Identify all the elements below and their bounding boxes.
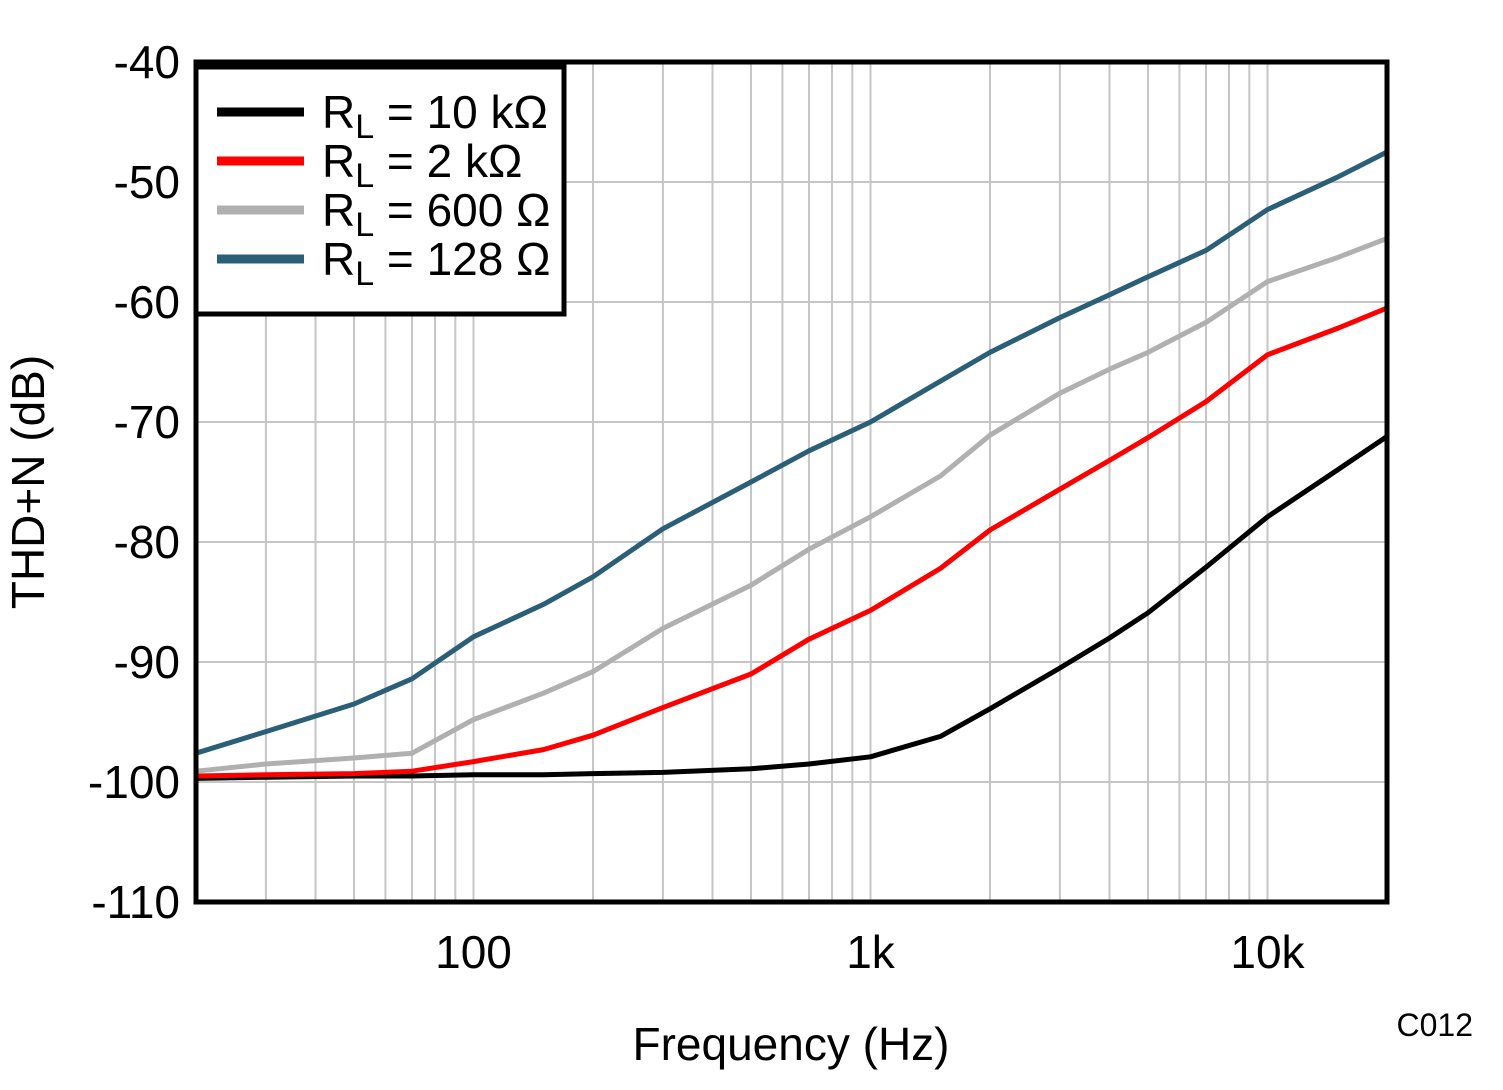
legend-label-rl-600: RL = 600 Ω (322, 184, 551, 244)
y-tick--40: -40 (114, 36, 180, 88)
series-line-rl-600 (195, 236, 1388, 774)
plot-border (193, 59, 1390, 905)
y-tick--70: -70 (114, 396, 180, 448)
y-tick--90: -90 (114, 636, 180, 688)
series-line-rl-2k (195, 305, 1388, 779)
tick-labels: 100 1k 10k -40 -50 -60 -70 -80 -90 -100 -110 (88, 36, 1306, 978)
legend-label-rl-128: RL = 128 Ω (322, 233, 551, 293)
y-tick--100: -100 (88, 756, 180, 808)
legend-label-rl-2k: RL = 2 kΩ (322, 135, 522, 195)
x-tick-100: 100 (435, 926, 512, 978)
x-axis-title: Frequency (Hz) (633, 1018, 950, 1070)
y-axis-title: THD+N (dB) (2, 355, 54, 609)
legend-entry-rl-10k: RL = 10 kΩ (217, 86, 548, 146)
x-tick-10k: 10k (1230, 926, 1305, 978)
legend-entry-rl-2k: RL = 2 kΩ (217, 135, 522, 195)
watermark: C012 (1397, 1007, 1474, 1043)
y-tick--110: -110 (91, 876, 180, 928)
y-tick--80: -80 (114, 516, 180, 568)
legend-entry-rl-600: RL = 600 Ω (217, 184, 551, 244)
legend-box (193, 64, 567, 317)
series-line-rl-128 (195, 149, 1389, 756)
legend-label-rl-10k: RL = 10 kΩ (322, 86, 548, 146)
series-line-rl-10k (195, 434, 1389, 781)
series-lines (195, 149, 1389, 781)
x-tick-1k: 1k (846, 926, 896, 978)
y-tick--50: -50 (114, 156, 180, 208)
y-tick--60: -60 (114, 276, 180, 328)
legend-entry-rl-128: RL = 128 Ω (217, 233, 551, 293)
